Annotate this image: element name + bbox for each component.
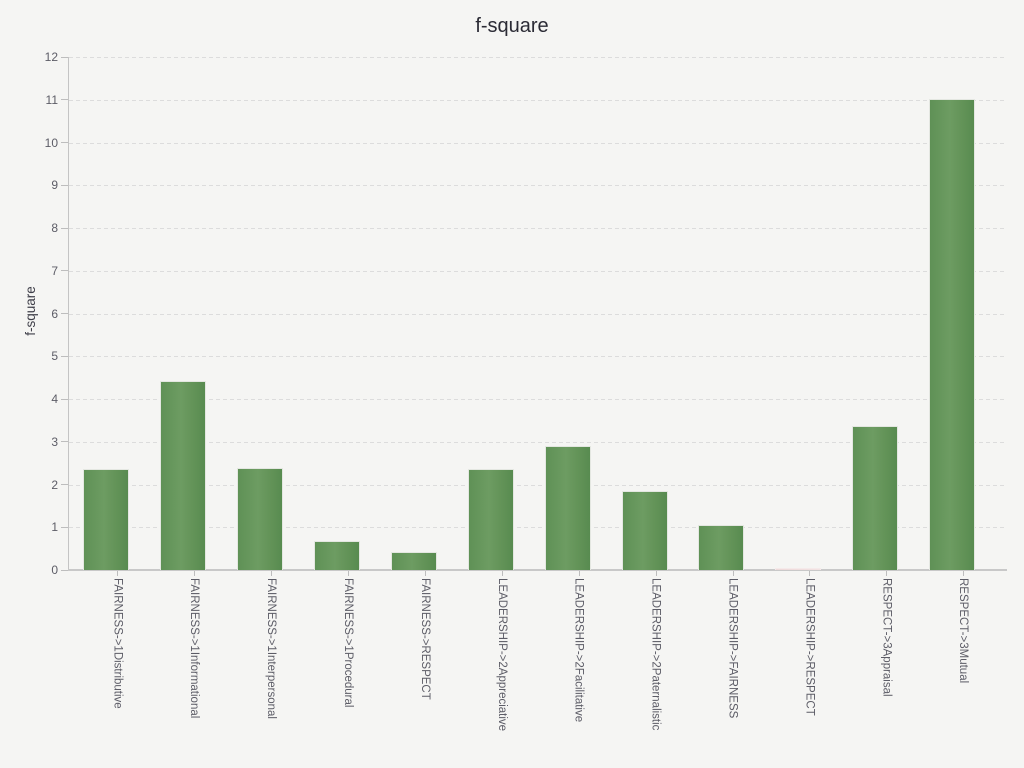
x-axis-label-fairness-1distributive: FAIRNESS->1Distributive (111, 578, 124, 709)
y-axis-tick-7 (61, 270, 68, 272)
x-axis-tick-4 (348, 571, 349, 576)
y-axis-tick-label-11: 11 (45, 92, 58, 107)
x-axis-label-respect-3appraisal: RESPECT->3Appraisal (880, 578, 893, 697)
y-axis-tick-5 (61, 355, 68, 357)
x-axis-label-leadership-2paternalistic: LEADERSHIP->2Paternalistic (649, 578, 662, 731)
bar-fairness-1interpersonal (237, 467, 283, 570)
gridline-y-3 (69, 441, 1007, 443)
y-axis-tick-2 (61, 484, 68, 485)
y-axis-tick-label-4: 4 (51, 392, 58, 406)
x-axis-tick-6 (501, 571, 503, 576)
y-axis-tick-3 (61, 441, 68, 443)
y-axis-line (68, 57, 69, 570)
gridline-y-9 (69, 185, 1007, 187)
gridline-y-4 (69, 399, 1007, 400)
x-axis-label-leadership-2appreciative: LEADERSHIP->2Appreciative (495, 578, 508, 732)
y-axis-tick-1 (61, 526, 68, 528)
plot-area: 0 1 2 3 4 5 6 7 8 9 10 11 12 FAIRNESS->1Distributive F… (45, 50, 1007, 731)
y-axis-tick-12 (61, 56, 68, 58)
gridline-y-6 (69, 313, 1007, 315)
x-axis-label-leadership-respect: LEADERSHIP->RESPECT (803, 578, 816, 716)
y-axis-tick-label-12: 12 (44, 50, 58, 64)
y-axis-tick-label-5: 5 (51, 349, 58, 364)
bar-respect-3appraisal (852, 425, 899, 570)
y-axis-tick-0 (61, 569, 68, 571)
y-axis-tick-8 (61, 227, 68, 229)
y-axis-tick-label-2: 2 (51, 477, 58, 492)
bar-leadership-fairness (698, 525, 745, 570)
x-axis-tick-12 (963, 571, 965, 576)
y-axis-tick-label-6: 6 (51, 306, 58, 321)
x-axis-label-leadership-2facilitative: LEADERSHIP->2Facilitative (572, 578, 585, 723)
x-axis-tick-7 (578, 571, 580, 576)
y-axis-tick-6 (61, 313, 68, 314)
x-axis-tick-3 (271, 571, 273, 576)
bar-leadership-2paternalistic (621, 491, 668, 570)
y-axis-tick-label-10: 10 (44, 135, 58, 150)
x-axis-label-fairness-1interpersonal: FAIRNESS->1Interpersonal (265, 578, 278, 719)
y-axis-tick-label-7: 7 (51, 263, 58, 278)
y-axis-tick-label-3: 3 (51, 434, 58, 449)
y-axis-tick-label-0: 0 (51, 563, 58, 577)
y-axis-tick-label-1: 1 (51, 520, 58, 535)
chart-title: f-square (475, 15, 549, 37)
x-axis-tick-11 (886, 571, 888, 576)
x-axis-label-leadership-fairness: LEADERSHIP->FAIRNESS (726, 578, 739, 719)
gridline-y-8 (69, 228, 1007, 229)
y-axis-tick-label-9: 9 (51, 178, 58, 193)
gridline-y-5 (69, 356, 1007, 358)
bar-fairness-1distributive (83, 469, 130, 570)
y-axis-tick-9 (61, 184, 68, 186)
y-axis-tick-10 (61, 142, 68, 143)
bar-fairness-respect (390, 552, 437, 570)
x-axis-tick-5 (424, 571, 426, 576)
bar-leadership-2appreciative (467, 469, 514, 570)
bar-fairness-1procedural (313, 540, 360, 570)
gridline-y-1 (69, 527, 1007, 529)
x-axis-tick-9 (732, 571, 734, 576)
gridline-y-11 (69, 99, 1007, 101)
y-axis-tick-label-8: 8 (51, 221, 58, 235)
y-axis-tick-4 (61, 398, 68, 400)
gridline-y-7 (69, 270, 1007, 272)
bar-fairness-1informational (160, 380, 207, 570)
x-axis-tick-8 (655, 571, 657, 576)
x-axis-tick-10 (809, 571, 811, 576)
bar-leadership-2facilitative (544, 446, 591, 570)
gridline-y-10 (69, 142, 1007, 144)
x-axis-line (68, 569, 1007, 571)
gridline-y-12 (69, 57, 1007, 58)
bar-respect-3mutual (929, 98, 976, 570)
x-axis-label-fairness-1procedural: FAIRNESS->1Procedural (342, 578, 354, 708)
x-axis-tick-1 (117, 571, 119, 576)
x-axis-label-fairness-1informational: FAIRNESS->1Informational (188, 578, 201, 719)
bar-leadership-respect (775, 568, 822, 570)
x-axis-tick-2 (194, 571, 196, 576)
y-axis-tick-11 (61, 99, 68, 101)
x-axis-label-respect-3mutual: RESPECT->3Mutual (957, 578, 970, 684)
x-axis-label-fairness-respect: FAIRNESS->RESPECT (418, 578, 431, 700)
gridline-y-2 (69, 484, 1007, 486)
